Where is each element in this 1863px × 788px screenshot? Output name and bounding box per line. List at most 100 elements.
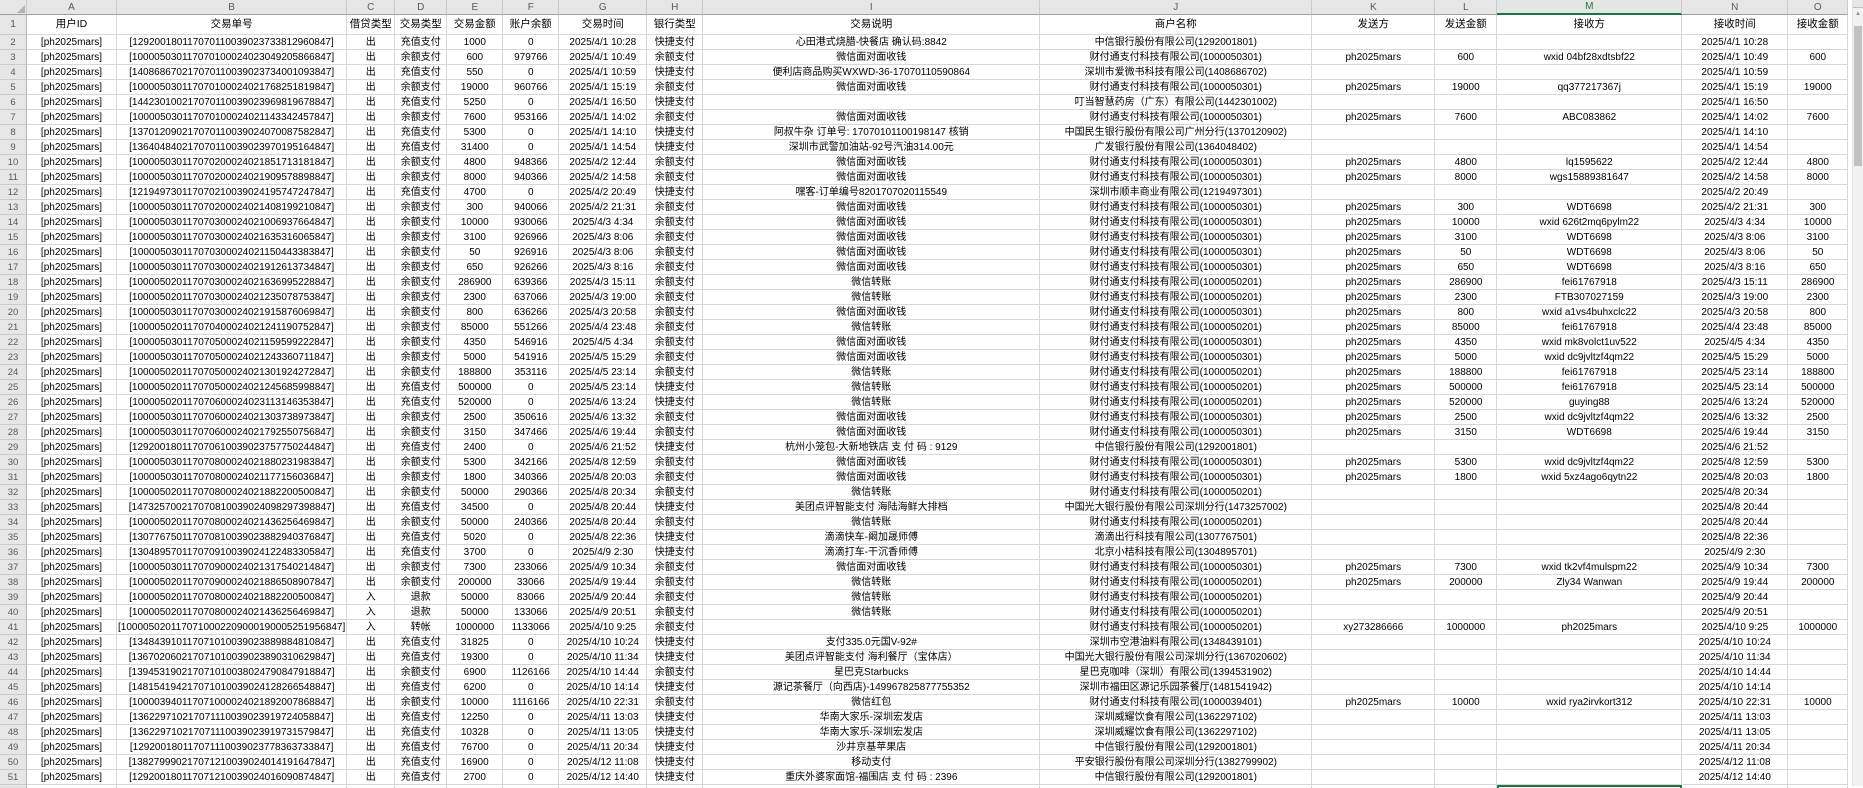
cell[interactable]: [129200180117070610039023757750244847] (117, 440, 348, 455)
cell[interactable]: 深圳威耀饮食有限公司(1362297102) (1040, 725, 1313, 740)
cell[interactable]: 2025/4/8 22:36 (1682, 530, 1789, 545)
cell[interactable]: 4800 (447, 155, 504, 170)
cell[interactable]: [ph2025mars] (27, 395, 117, 410)
cell[interactable]: 2025/4/5 23:14 (1682, 380, 1789, 395)
cell[interactable]: 充值支付 (395, 380, 448, 395)
cell[interactable]: WDT6698 (1497, 245, 1683, 260)
cell[interactable]: wxid dc9jvltzf4qm22 (1497, 410, 1683, 425)
cell[interactable]: 926266 (503, 260, 560, 275)
cell[interactable]: 微信面对面收钱 (703, 470, 1041, 485)
row-header[interactable]: 47 (0, 710, 27, 725)
cell[interactable]: 财付通支付科技有限公司(1000050201) (1040, 515, 1313, 530)
row-header[interactable]: 35 (0, 530, 27, 545)
cell[interactable]: 5250 (447, 95, 504, 110)
cell[interactable]: 0 (503, 125, 560, 140)
cell[interactable]: 星巴克咖啡（深圳）有限公司(1394531902) (1040, 665, 1313, 680)
cell[interactable] (1497, 665, 1683, 680)
cell[interactable]: 余额支付 (647, 365, 704, 380)
cell[interactable]: 余额支付 (647, 560, 704, 575)
cell[interactable]: 出 (347, 155, 396, 170)
cell[interactable]: 2025/4/2 12:44 (1682, 155, 1789, 170)
row-header[interactable]: 42 (0, 635, 27, 650)
cell[interactable]: 出 (347, 350, 396, 365)
cell[interactable]: 余额支付 (395, 665, 448, 680)
cell[interactable]: 余额支付 (395, 410, 448, 425)
cell[interactable]: 3100 (447, 230, 504, 245)
cell[interactable]: 财付通支付科技有限公司(1000050201) (1040, 590, 1313, 605)
row-header[interactable]: 4 (0, 65, 27, 80)
cell[interactable]: 800 (447, 305, 504, 320)
cell[interactable]: 2500 (1435, 410, 1498, 425)
cell[interactable]: 2025/4/3 20:58 (559, 305, 648, 320)
cell[interactable]: 财付通支付科技有限公司(1000050301) (1040, 50, 1313, 65)
cell[interactable]: 2025/4/5 4:34 (559, 335, 648, 350)
cell[interactable]: 188800 (1435, 365, 1498, 380)
cell[interactable]: [100005030117070300024021006937664847] (117, 215, 348, 230)
cell[interactable]: 入 (347, 620, 396, 635)
cell[interactable]: 600 (447, 50, 504, 65)
cell[interactable] (1435, 710, 1498, 725)
vertical-scrollbar[interactable]: ▲ (1852, 0, 1863, 786)
cell[interactable] (1312, 635, 1436, 650)
cell[interactable]: 微信面对面收钱 (703, 110, 1041, 125)
cell[interactable]: 50000 (447, 485, 504, 500)
cell[interactable]: 550 (447, 65, 504, 80)
cell[interactable]: 2025/4/5 4:34 (1682, 335, 1789, 350)
cell[interactable]: 余额支付 (395, 230, 448, 245)
cell[interactable]: 深圳市福田区源记乐园茶餐厅(1481541942) (1040, 680, 1313, 695)
cell[interactable]: 出 (347, 770, 396, 785)
cell[interactable]: 华南大家乐-深圳宏发店 (703, 710, 1041, 725)
cell[interactable]: 借贷类型 (347, 15, 396, 35)
cell[interactable]: 10328 (447, 725, 504, 740)
scrollbar-splitter[interactable] (1853, 0, 1863, 8)
cell[interactable]: 发送金额 (1435, 15, 1498, 35)
cell[interactable]: ph2025mars (1312, 50, 1436, 65)
cell[interactable]: [ph2025mars] (27, 500, 117, 515)
cell[interactable]: [100005030117070600024021792550756847] (117, 425, 348, 440)
cell[interactable]: [ph2025mars] (27, 725, 117, 740)
cell[interactable]: 余额支付 (647, 350, 704, 365)
cell[interactable] (1312, 485, 1436, 500)
cell[interactable]: 余额支付 (395, 290, 448, 305)
cell[interactable] (1788, 605, 1849, 620)
cell[interactable]: ph2025mars (1312, 350, 1436, 365)
row-header[interactable]: 13 (0, 200, 27, 215)
row-header[interactable]: 26 (0, 395, 27, 410)
cell[interactable]: [100005030117070100024023049205866847] (117, 50, 348, 65)
cell[interactable]: 入 (347, 605, 396, 620)
cell[interactable]: 1000000 (1435, 620, 1498, 635)
cell[interactable]: 中国光大银行股份有限公司深圳分行(1473257002) (1040, 500, 1313, 515)
row-header[interactable]: 3 (0, 50, 27, 65)
cell[interactable]: 2500 (447, 410, 504, 425)
cell[interactable] (1435, 485, 1498, 500)
cell[interactable]: 财付通支付科技有限公司(1000050201) (1040, 605, 1313, 620)
cell[interactable]: ph2025mars (1312, 305, 1436, 320)
cell[interactable]: 余额支付 (647, 50, 704, 65)
cell[interactable]: 出 (347, 65, 396, 80)
cell[interactable]: 2025/4/6 13:32 (1682, 410, 1789, 425)
cell[interactable]: 充值支付 (395, 95, 448, 110)
cell[interactable]: [ph2025mars] (27, 770, 117, 785)
cell[interactable]: 中信银行股份有限公司(1292001801) (1040, 35, 1313, 50)
cell[interactable]: [ph2025mars] (27, 200, 117, 215)
cell[interactable]: 12250 (447, 710, 504, 725)
cell[interactable]: 快捷支付 (647, 635, 704, 650)
cell[interactable] (1497, 530, 1683, 545)
row-header[interactable]: 7 (0, 110, 27, 125)
cell[interactable]: 充值支付 (395, 710, 448, 725)
cell[interactable]: 充值支付 (395, 770, 448, 785)
cell[interactable]: 2025/4/11 13:05 (1682, 725, 1789, 740)
cell[interactable] (1435, 65, 1498, 80)
cell[interactable]: 沙井京基苹果店 (703, 740, 1041, 755)
cell[interactable]: 637066 (503, 290, 560, 305)
cell[interactable]: 286900 (1435, 275, 1498, 290)
cell[interactable]: 快捷支付 (647, 500, 704, 515)
cell[interactable]: 2025/4/5 23:14 (559, 380, 648, 395)
cell[interactable]: 微信转账 (703, 575, 1041, 590)
column-header-E[interactable]: E (447, 0, 504, 15)
cell[interactable]: 接收时间 (1682, 15, 1789, 35)
cell[interactable] (1312, 650, 1436, 665)
cell[interactable] (1497, 125, 1683, 140)
cell[interactable]: 出 (347, 440, 396, 455)
cell[interactable] (1497, 95, 1683, 110)
